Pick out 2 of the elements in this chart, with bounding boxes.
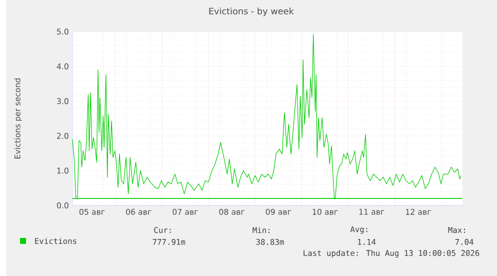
chart-title: Evictions - by week: [209, 7, 294, 16]
line-series: [72, 34, 462, 199]
